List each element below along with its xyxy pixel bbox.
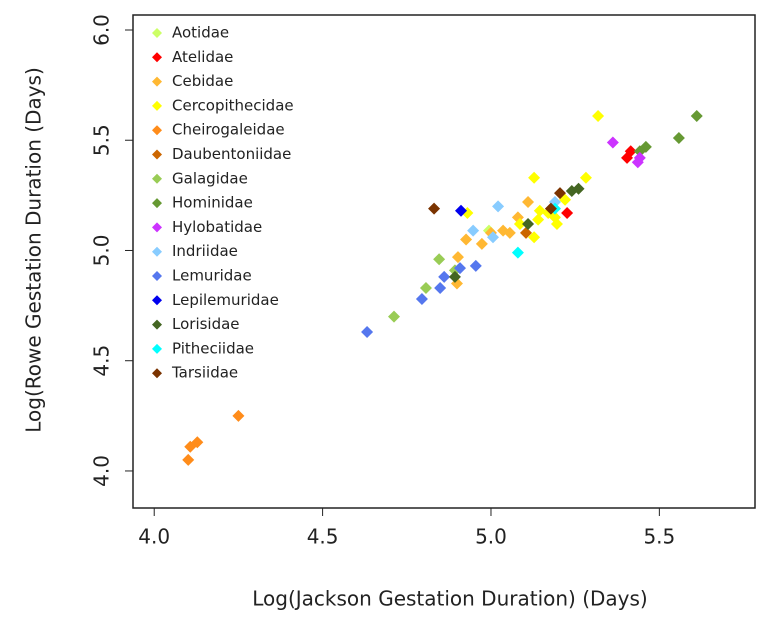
legend-marker: [152, 173, 162, 184]
y-axis-title: Log(Rowe Gestation Duration (Days): [22, 67, 46, 433]
legend-marker: [152, 28, 162, 38]
point: [606, 136, 619, 149]
point: [528, 231, 541, 244]
legend-marker: [152, 100, 162, 111]
point: [451, 251, 464, 264]
legend-label: Aotidae: [172, 24, 229, 42]
legend-marker: [152, 246, 162, 257]
point: [690, 109, 703, 122]
legend-marker: [152, 222, 162, 233]
point: [467, 224, 480, 237]
legend-marker: [152, 125, 162, 136]
x-tick-label: 5.0: [475, 525, 507, 549]
y-tick-label: 5.5: [90, 124, 114, 156]
point: [415, 292, 428, 305]
y-tick-label: 6.0: [90, 14, 114, 46]
point: [520, 226, 533, 239]
legend-label: Atelidae: [172, 48, 233, 66]
point: [492, 200, 505, 213]
point: [532, 213, 545, 226]
point: [486, 231, 499, 244]
point: [419, 281, 432, 294]
legend-label: Pitheciidae: [172, 339, 254, 357]
legend-marker: [152, 52, 162, 63]
point: [624, 145, 637, 158]
y-tick-label: 4.5: [90, 345, 114, 377]
legend-label: Hominidae: [172, 194, 253, 212]
x-axis-title: Log(Jackson Gestation Duration) (Days): [252, 587, 647, 611]
legend-label: Lemuridae: [172, 267, 252, 285]
legend-marker: [152, 76, 162, 87]
point: [191, 436, 204, 449]
x-tick-label: 4.5: [307, 525, 339, 549]
legend-label: Cheirogaleidae: [172, 121, 285, 139]
legend-marker: [152, 295, 162, 306]
point: [631, 156, 644, 169]
point: [522, 218, 535, 231]
point: [182, 453, 195, 466]
point: [475, 237, 488, 250]
legend-label: Lorisidae: [172, 315, 240, 333]
x-tick-label: 4.0: [138, 525, 170, 549]
legend-label: Hylobatidae: [172, 218, 262, 236]
point: [561, 206, 574, 219]
point: [672, 132, 685, 145]
point: [460, 233, 473, 246]
point: [433, 253, 446, 266]
legend-marker: [152, 149, 162, 160]
legend-label: Indriidae: [172, 242, 238, 260]
point: [511, 246, 524, 259]
legend-marker: [152, 271, 162, 281]
point: [453, 262, 466, 275]
legend-label: Lepilemuridae: [172, 291, 279, 309]
point: [544, 202, 557, 215]
point: [548, 211, 561, 224]
point: [469, 259, 482, 272]
point: [438, 270, 451, 283]
point: [528, 171, 541, 184]
point: [387, 310, 400, 323]
point: [455, 204, 468, 217]
point: [428, 202, 441, 215]
plot-frame: [132, 14, 756, 509]
point: [361, 326, 374, 339]
legend-label: Daubentoniidae: [172, 145, 291, 163]
point: [592, 109, 605, 122]
point: [522, 195, 535, 208]
y-tick-label: 5.0: [90, 235, 114, 267]
point: [572, 182, 585, 195]
legend-marker: [152, 343, 162, 354]
point: [434, 281, 447, 294]
legend-marker: [152, 198, 162, 209]
legend-marker: [152, 368, 162, 379]
point: [513, 218, 526, 231]
legend-marker: [152, 319, 162, 330]
point: [503, 226, 516, 239]
point: [579, 171, 592, 184]
legend-label: Cebidae: [172, 72, 233, 90]
point: [633, 145, 646, 158]
point: [232, 409, 245, 422]
x-tick-label: 5.5: [643, 525, 675, 549]
point: [448, 270, 461, 283]
y-tick-label: 4.0: [90, 455, 114, 487]
point: [554, 187, 567, 200]
legend-label: Cercopithecidae: [172, 96, 294, 114]
point: [533, 204, 546, 217]
legend-label: Tarsiidae: [171, 364, 238, 382]
legend-label: Galagidae: [172, 169, 248, 187]
